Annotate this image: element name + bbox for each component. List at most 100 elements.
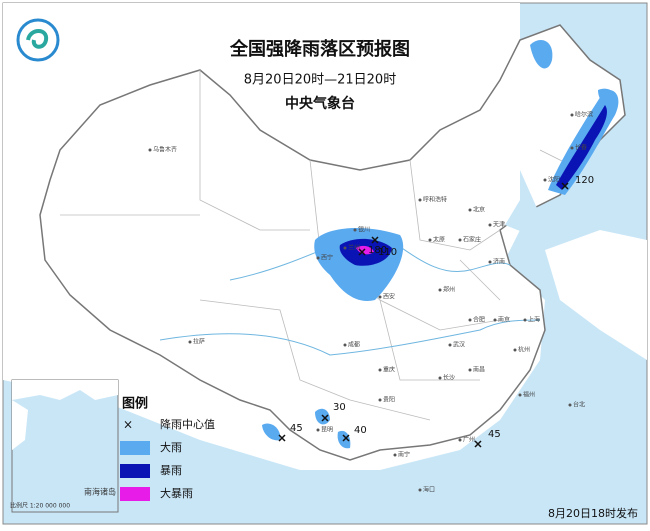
city-label: 北京 <box>473 206 485 214</box>
city-dot <box>343 246 347 250</box>
city-dot <box>458 438 462 442</box>
city-label: 合肥 <box>473 316 485 324</box>
city-label: 西宁 <box>321 254 333 262</box>
city-label: 长沙 <box>443 374 455 382</box>
city-label: 长春 <box>575 144 587 152</box>
logo-swirl <box>26 29 49 49</box>
city-label: 哈尔滨 <box>575 111 593 119</box>
title: 全国强降雨落区预报图 <box>229 38 410 60</box>
city-dot <box>468 318 472 322</box>
logo <box>16 18 60 62</box>
city-dot <box>418 488 422 492</box>
city-label: 武汉 <box>453 341 465 349</box>
heavy-rain-area <box>262 423 281 441</box>
city-label: 天津 <box>493 222 505 229</box>
legend-item: 暴雨 <box>160 464 182 477</box>
city-label: 太原 <box>433 236 445 244</box>
legend-swatch <box>120 441 150 455</box>
issuer: 中央气象台 <box>285 95 355 112</box>
city-label: 乌鲁木齐 <box>153 146 177 154</box>
heavy-rain-area <box>315 408 330 425</box>
city-label: 杭州 <box>518 346 530 354</box>
city-dot <box>188 340 192 344</box>
city-dot <box>378 295 382 299</box>
city-label: 广州 <box>463 436 475 444</box>
city-label: 南京 <box>498 316 510 324</box>
city-dot <box>468 208 472 212</box>
legend-item: 大雨 <box>160 440 182 454</box>
legend-item: 大暴雨 <box>160 486 193 500</box>
center-marker <box>278 434 286 442</box>
city-label: 南宁 <box>398 451 410 459</box>
legend-title: 图例 <box>122 396 148 412</box>
city-dot <box>316 428 320 432</box>
rainstorm-area <box>556 105 607 190</box>
footer: 8月20日18时发布 <box>548 506 638 520</box>
city-dot <box>393 453 397 457</box>
city-dot <box>458 238 462 242</box>
heavy-rain-area <box>530 40 553 69</box>
center-value: 110 <box>378 247 397 258</box>
city-label: 银川 <box>358 226 370 234</box>
legend-swatch <box>120 487 150 501</box>
city-dot <box>518 393 522 397</box>
city-label: 郑州 <box>443 286 455 294</box>
city-label: 上海 <box>528 316 540 324</box>
city-label: 兰州 <box>348 244 360 252</box>
city-dot <box>568 403 572 407</box>
legend-symbol: × <box>123 418 133 432</box>
city-label: 海口 <box>423 486 435 494</box>
city-dot <box>378 398 382 402</box>
inset-land <box>12 380 118 400</box>
inset-map <box>11 379 119 513</box>
center-value: 30 <box>333 402 346 413</box>
city-dot <box>148 148 152 152</box>
period: 8月20日20时—21日20时 <box>244 73 396 88</box>
city-label: 拉萨 <box>193 338 205 346</box>
legend-swatch <box>120 464 150 478</box>
center-marker <box>342 434 350 442</box>
heavy-rain-area <box>598 88 617 106</box>
city-dot <box>513 348 517 352</box>
city-label: 贵阳 <box>383 396 395 404</box>
city-label: 呼和浩特 <box>423 196 447 204</box>
city-dot <box>428 238 432 242</box>
inset-scale: 比例尺 1:20 000 000 <box>10 502 70 510</box>
city-dot <box>448 343 452 347</box>
city-dot <box>570 113 574 117</box>
center-value: 40 <box>354 425 367 436</box>
city-dot <box>418 198 422 202</box>
city-label: 成都 <box>348 341 360 349</box>
city-dot <box>316 256 320 260</box>
city-label: 石家庄 <box>463 236 481 244</box>
city-label: 南昌 <box>473 366 485 374</box>
city-dot <box>523 318 527 322</box>
city-dot <box>570 146 574 150</box>
center-value: 120 <box>575 175 594 186</box>
center-value: 45 <box>290 423 303 434</box>
legend-item: 降雨中心值 <box>160 417 215 431</box>
center-marker <box>474 440 482 448</box>
city-dot <box>543 178 547 182</box>
severe-rainstorm-area <box>356 245 374 255</box>
city-dot <box>343 343 347 347</box>
city-dot <box>468 368 472 372</box>
city-label: 西安 <box>383 293 395 301</box>
city-label: 台北 <box>573 401 585 409</box>
city-dot <box>488 260 492 264</box>
inset-land <box>12 400 28 450</box>
center-marker <box>371 236 379 244</box>
city-dot <box>438 288 442 292</box>
city-dot <box>353 228 357 232</box>
center-marker <box>358 248 366 256</box>
bohai-sea <box>505 170 540 235</box>
city-dot <box>488 223 492 227</box>
center-value: 45 <box>488 429 501 440</box>
center-value: 180 <box>368 245 387 256</box>
city-label: 沈阳 <box>548 176 560 184</box>
city-dot <box>438 376 442 380</box>
city-label: 重庆 <box>383 366 395 374</box>
